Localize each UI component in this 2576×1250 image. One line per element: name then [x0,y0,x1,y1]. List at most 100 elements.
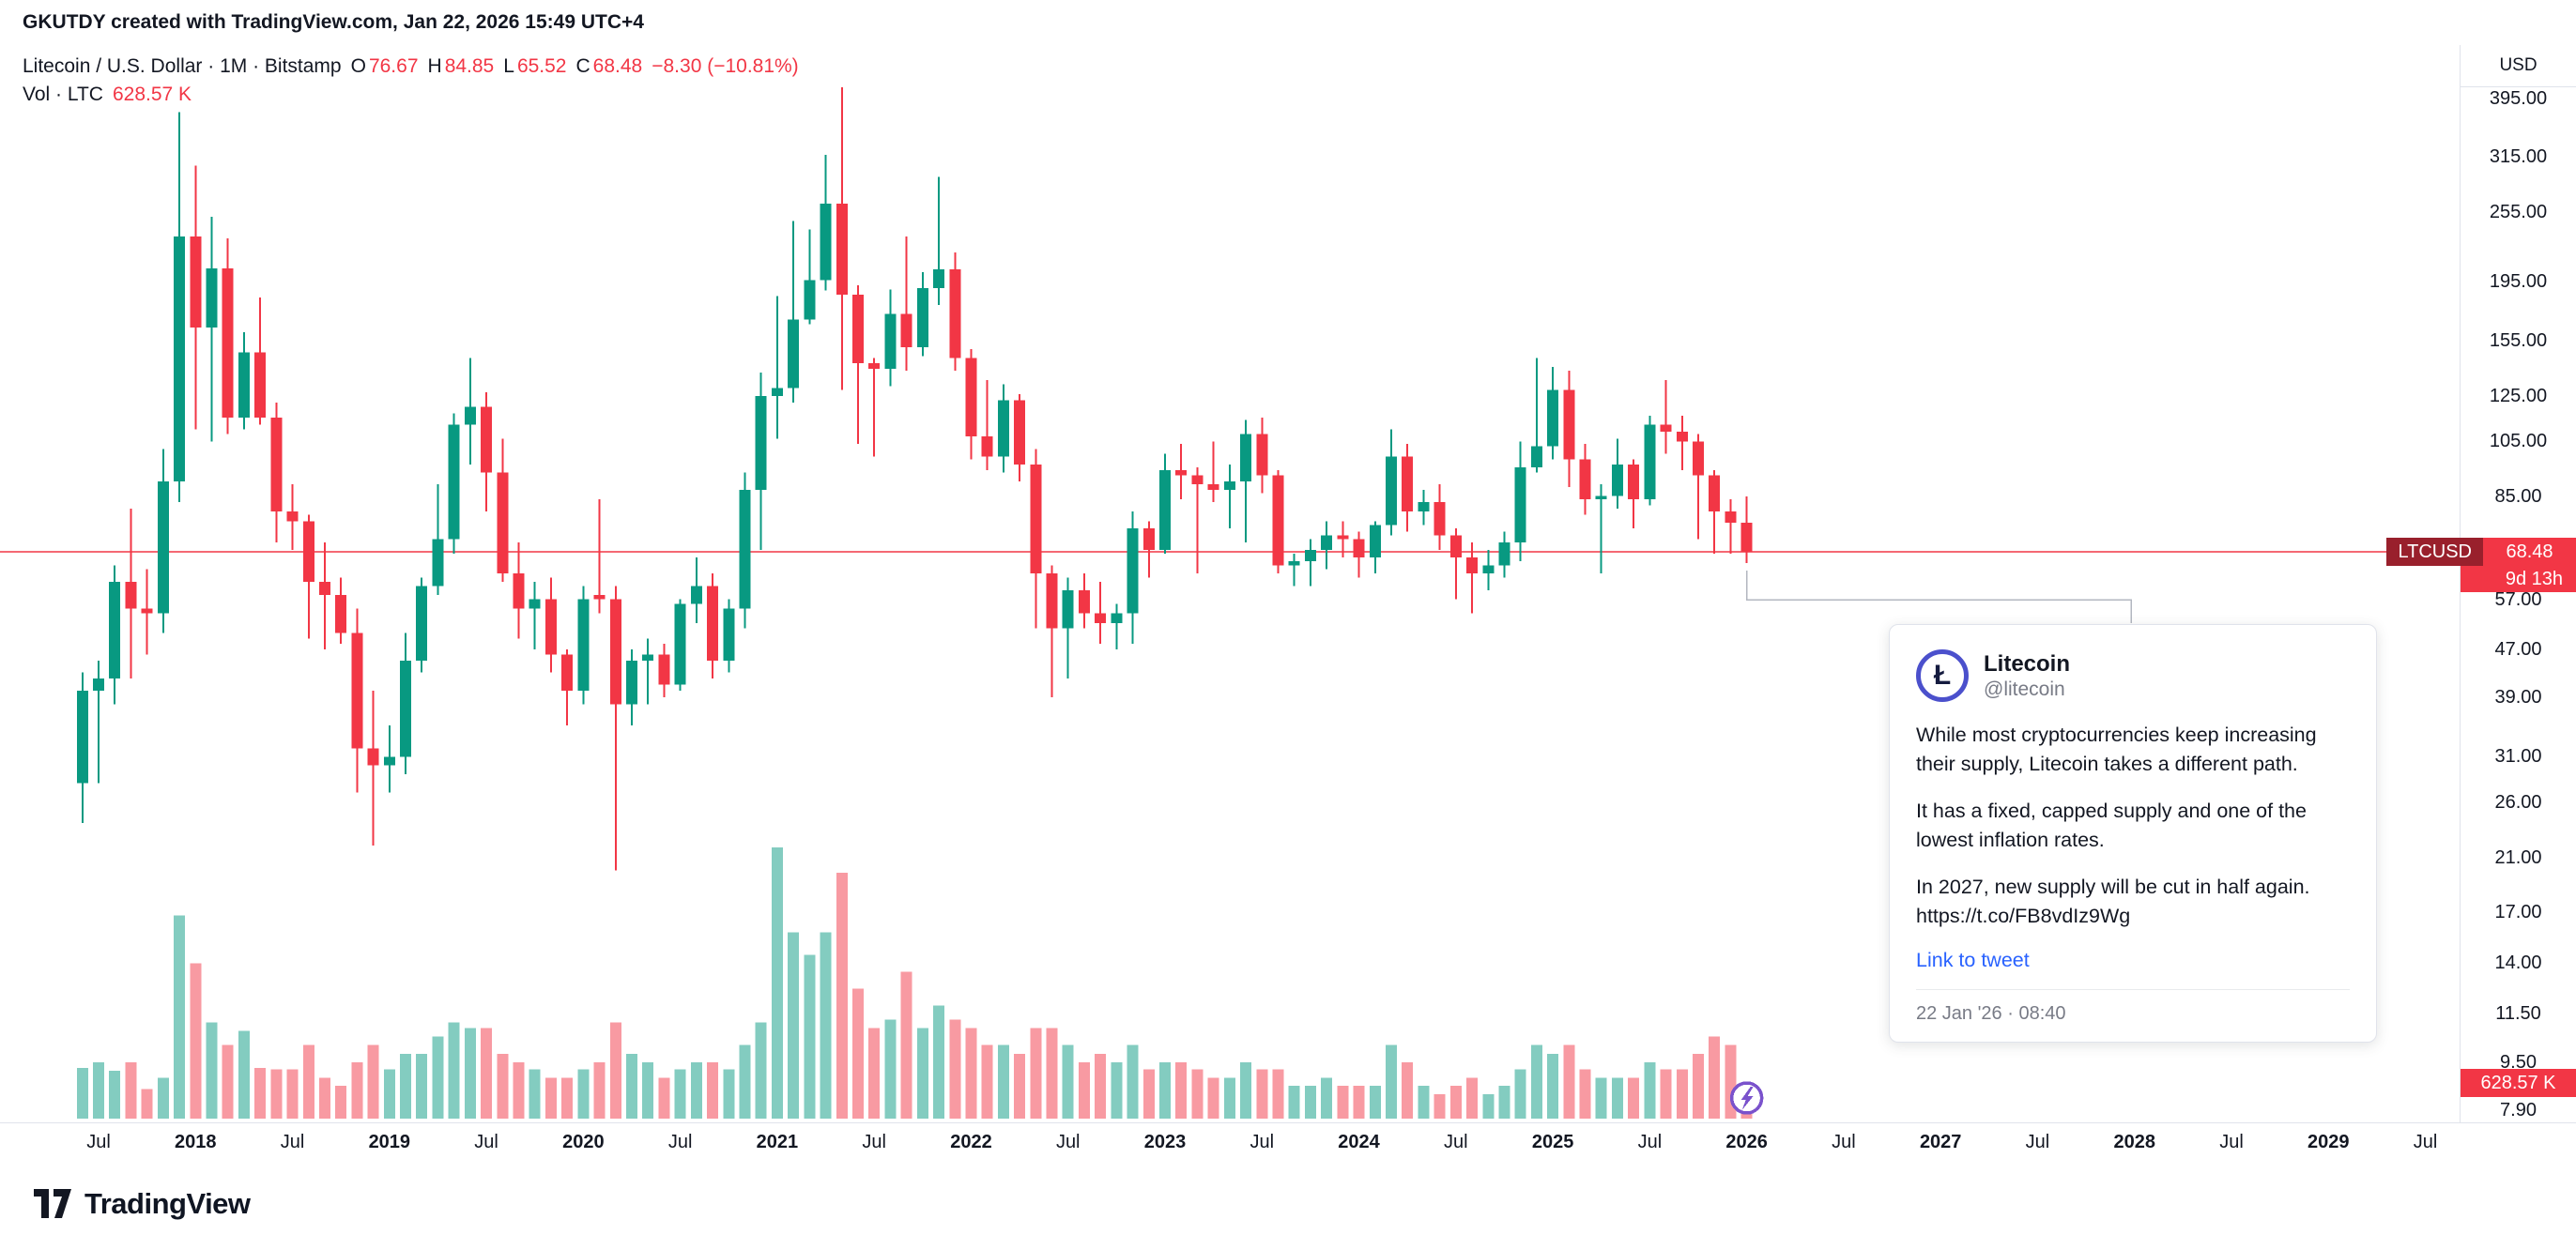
candle-body [1288,561,1300,566]
snapshot-attribution: GKUTDY created with TradingView.com, Jan… [23,11,644,33]
candle-body [739,490,751,609]
candle-body [416,586,428,661]
candle-body [335,594,347,633]
link-to-tweet[interactable]: Link to tweet [1916,949,2030,972]
time-axis-label: Jul [474,1132,498,1152]
candle-body [254,352,267,419]
price-axis-label: 9.50 [2500,1052,2537,1074]
time-axis-label: Jul [1055,1132,1081,1152]
volume-bar [1337,1086,1349,1119]
price-axis-label: 395.00 [2489,88,2548,110]
volume-bar [529,1069,541,1119]
candle-body [529,599,541,609]
candle-body [1369,525,1381,558]
time-axis-label: 2022 [950,1132,992,1152]
tweet-header: Ł Litecoin @litecoin [1916,649,2350,702]
candle-body [1449,535,1462,558]
candle-body [1142,528,1155,550]
volume-bar [997,1044,1009,1119]
candle-body [302,521,314,582]
volume-bar [93,1061,104,1119]
candle-body [157,480,169,614]
candle-body [1547,389,1559,447]
volume-bar [933,1005,945,1119]
candle-body [497,472,509,574]
volume-bar [1482,1094,1495,1119]
volume-bar [593,1061,606,1119]
candle-body [125,581,137,609]
volume-bar [788,932,800,1119]
volume-bar [755,1022,767,1119]
volume-bar [561,1077,574,1119]
volume-bar [302,1044,314,1119]
candle-body [206,267,218,328]
candle-body [1353,539,1365,558]
candle-body [1046,573,1058,629]
tweet-paragraph: While most cryptocurrencies keep increas… [1916,724,2317,775]
price-axis-label: 105.00 [2489,431,2548,452]
tradingview-wordmark[interactable]: TradingView [84,1187,251,1220]
volume-bar [851,988,864,1119]
candle-body [658,654,670,685]
candle-body [1693,441,1705,476]
candlestick-chart[interactable] [0,45,2460,1122]
candle-body [1014,400,1026,465]
volume-bar [1514,1069,1526,1119]
tweet-paragraph: It has a fixed, capped supply and one of… [1916,800,2307,851]
volume-bar [544,1077,557,1119]
time-axis-label: 2019 [368,1132,411,1152]
candle-body [1095,613,1107,623]
volume-bar [1418,1086,1430,1119]
volume-bar [448,1022,460,1119]
candle-body [916,287,928,348]
candle-body [1595,495,1607,499]
volume-bar [1142,1069,1155,1119]
candle-body [1240,434,1252,481]
candle-body [1062,590,1074,629]
candle-body [1030,464,1042,574]
volume-bar [1078,1061,1090,1119]
candle-body [1191,475,1204,484]
candle-body [1434,502,1446,536]
time-axis[interactable]: Jul 2018 Jul 2019 Jul 2020 Jul 2021 Jul 2022 Jul 20… [0,1122,2576,1165]
candle-body [400,660,412,757]
price-axis-label: 85.00 [2494,485,2542,507]
volume-bar [109,1070,121,1119]
candle-body [1175,469,1188,476]
tweet-timestamp: 22 Jan '26 · 08:40 [1916,989,2350,1025]
candle-body [1563,389,1575,460]
time-axis-label: Jul [862,1132,886,1152]
price-axis[interactable]: USD 395.00 315.00 255.00 195.00 155.00 125.00… [2386,45,2576,1122]
candle-body [949,269,961,358]
candle-body [1725,511,1737,523]
candle-body [1579,459,1591,499]
volume-bar [690,1061,702,1119]
candle-body [1223,480,1235,491]
time-axis-label: Jul [1832,1132,1856,1152]
last-price-value: 68.48 [2483,538,2576,566]
volume-bar [1272,1069,1284,1119]
price-axis-label: 7.90 [2500,1100,2537,1121]
volume-bar [1449,1086,1462,1119]
tradingview-logo-icon[interactable] [32,1186,73,1222]
price-axis-label: 57.00 [2494,588,2542,610]
candle-body [286,511,299,522]
candle-body [868,363,881,369]
candle-body [1418,502,1430,512]
candle-body [609,599,621,705]
volume-bar [481,1028,493,1119]
price-axis-label: 39.00 [2494,687,2542,709]
time-axis-label: Jul [280,1132,305,1152]
volume-bar [900,971,912,1119]
volume-bar [658,1077,670,1119]
candle-body [771,388,783,397]
time-axis-label: 2026 [1725,1132,1768,1152]
candle-body [626,660,638,705]
candle-body [318,581,330,595]
currency-label[interactable]: USD [2461,45,2576,87]
price-axis-label: 26.00 [2494,791,2542,813]
tweet-body: While most cryptocurrencies keep increas… [1916,721,2350,930]
top-bar: GKUTDY created with TradingView.com, Jan… [0,0,2576,45]
volume-bar [432,1036,444,1119]
